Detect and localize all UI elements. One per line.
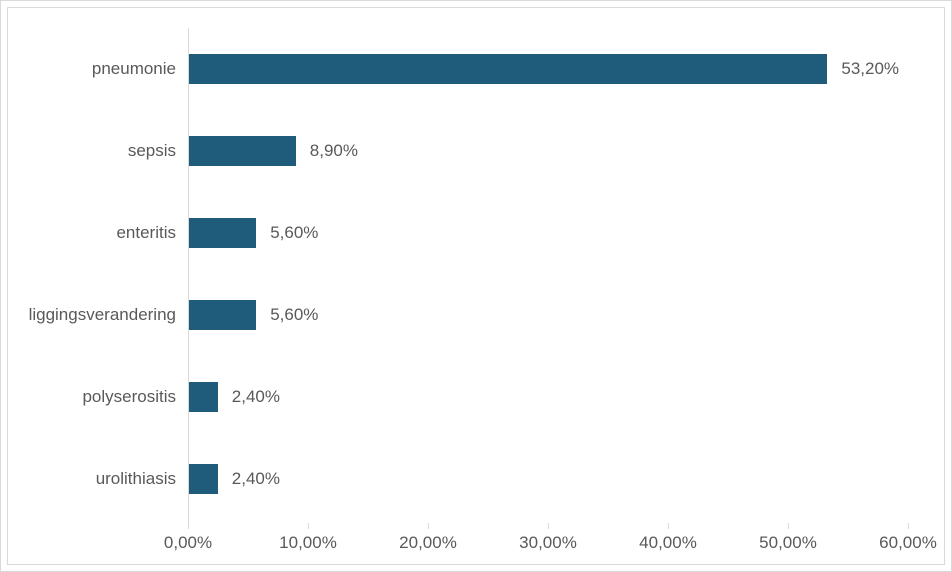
x-tick (788, 523, 789, 529)
x-tick (668, 523, 669, 529)
bar-value-label: 2,40% (232, 387, 280, 407)
bar (189, 382, 218, 412)
bar-value-label: 5,60% (270, 223, 318, 243)
x-tick-label: 20,00% (399, 533, 457, 553)
x-tick (428, 523, 429, 529)
x-tick (308, 523, 309, 529)
x-tick (908, 523, 909, 529)
plot-area: 0,00%10,00%20,00%30,00%40,00%50,00%60,00… (188, 28, 908, 523)
category-label: urolithiasis (96, 469, 176, 489)
bar (189, 300, 256, 330)
category-label: pneumonie (92, 59, 176, 79)
x-tick-label: 50,00% (759, 533, 817, 553)
bar-value-label: 53,20% (841, 59, 899, 79)
category-label: polyserositis (82, 387, 176, 407)
x-tick (188, 523, 189, 529)
category-label: liggingsverandering (29, 305, 176, 325)
bar-value-label: 8,90% (310, 141, 358, 161)
bar (189, 218, 256, 248)
x-tick-label: 40,00% (639, 533, 697, 553)
category-label: enteritis (116, 223, 176, 243)
outer-frame: 0,00% 10,00% 20,00% 30,00% 40,00% 50,00% 60,00… (0, 0, 952, 572)
bar (189, 54, 827, 84)
bar (189, 136, 296, 166)
y-axis-line (188, 28, 189, 523)
x-tick (548, 523, 549, 529)
x-tick-label: 0,00% (164, 533, 212, 553)
x-tick-label: 10,00% (279, 533, 337, 553)
bar (189, 464, 218, 494)
x-tick-label: 30,00% (519, 533, 577, 553)
category-label: sepsis (128, 141, 176, 161)
x-tick-label: 60,00% (879, 533, 937, 553)
chart-container: 0,00% 10,00% 20,00% 30,00% 40,00% 50,00% 60,00… (7, 7, 945, 565)
bar-value-label: 2,40% (232, 469, 280, 489)
bar-value-label: 5,60% (270, 305, 318, 325)
